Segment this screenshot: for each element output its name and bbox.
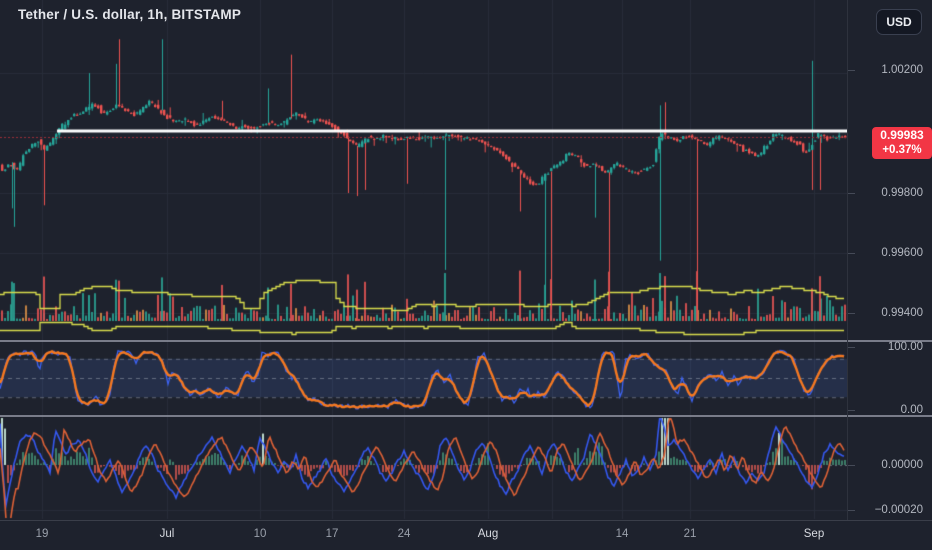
time-axis-label: 14 <box>615 528 629 540</box>
price-axis-label: 0.99800 <box>881 187 923 199</box>
last-price-change: +0.37% <box>882 144 922 156</box>
time-axis-label: Jul <box>159 528 175 540</box>
last-price-badge: 0.99983 +0.37% <box>872 127 932 159</box>
price-axis-tick <box>848 510 855 511</box>
price-axis-label: 0.00 <box>900 404 923 416</box>
time-axis-label: 10 <box>253 528 267 540</box>
price-axis-label: −0.00020 <box>874 504 923 516</box>
time-axis-label: 21 <box>683 528 697 540</box>
price-axis-tick <box>848 313 855 314</box>
price-axis-tick <box>848 410 855 411</box>
price-axis-tick <box>848 193 855 194</box>
time-axis-label: Sep <box>803 528 825 540</box>
time-axis-label: 19 <box>35 528 49 540</box>
price-axis-tick <box>848 465 855 466</box>
price-axis-label: 100.00 <box>887 341 923 353</box>
time-axis-label: 24 <box>397 528 411 540</box>
last-price-value: 0.99983 <box>880 128 924 142</box>
price-axis-label: 0.99600 <box>881 247 923 259</box>
price-axis-label: 1.00200 <box>881 64 923 76</box>
time-axis[interactable]: 19 Jul 10 17 24 Aug 14 21 Sep <box>0 520 932 550</box>
price-axis-tick <box>848 70 855 71</box>
price-axis-label: 0.99400 <box>881 307 923 319</box>
price-axis-tick <box>848 253 855 254</box>
pane-separator[interactable] <box>0 415 932 417</box>
currency-unit-button[interactable]: USD <box>876 9 922 35</box>
time-axis-label: Aug <box>477 528 499 540</box>
symbol-title[interactable]: Tether / U.S. dollar, 1h, BITSTAMP <box>18 7 242 22</box>
chart-canvas[interactable] <box>0 0 847 520</box>
price-axis-label: 0.00000 <box>881 459 923 471</box>
price-axis[interactable]: 1.00200 0.99800 0.99600 0.99400 100.00 0.00 0.… <box>847 0 932 520</box>
price-axis-tick <box>848 347 855 348</box>
pane-separator[interactable] <box>0 340 932 342</box>
time-axis-label: 17 <box>325 528 339 540</box>
